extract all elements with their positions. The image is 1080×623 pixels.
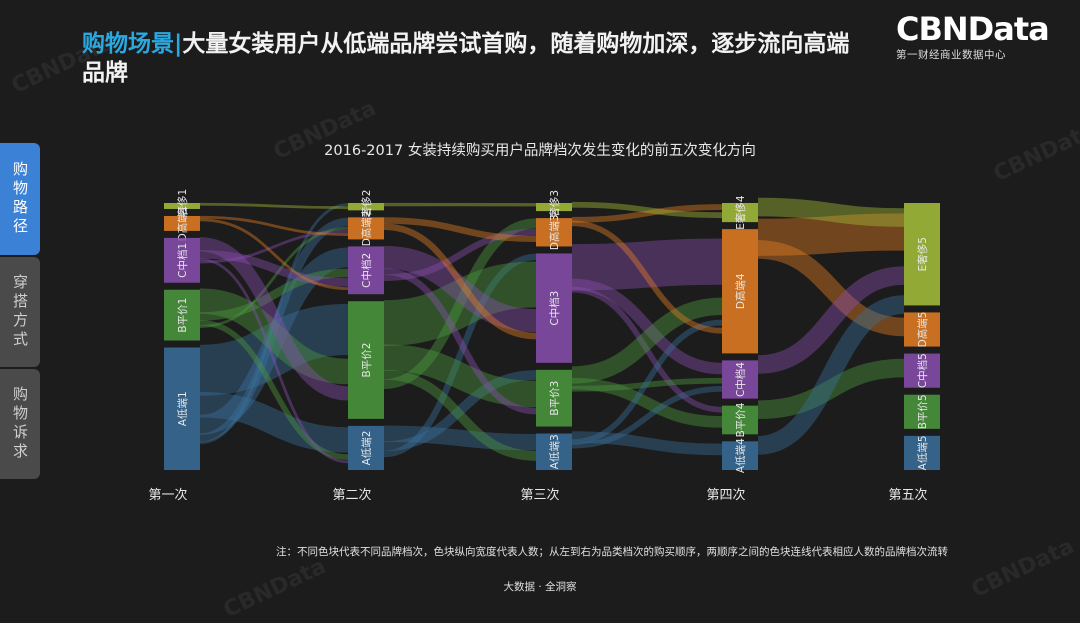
sankey-node-label-A-5: A低端5 [916,435,929,470]
sankey-link-4-E-to-E [758,207,904,217]
stage-label-1: 第一次 [148,487,187,503]
sankey-node-label-C-5: C中档5 [916,353,929,388]
sankey-node-label-C-1: C中档1 [176,243,189,278]
stage-label-5: 第五次 [888,487,927,503]
sankey-link-3-C-to-D [572,262,722,268]
sankey-node-label-A-4: A低端4 [734,438,747,473]
sankey-node-label-C-4: C中档4 [734,362,747,397]
sankey-node-label-D-2: D高端2 [360,211,373,247]
sankey-node-label-D-4: D高端4 [734,273,747,309]
sankey-node-label-A-1: A低端1 [176,391,189,426]
sankey-node-label-E-4: E奢侈4 [734,195,747,230]
sankey-node-label-E-5: E奢侈5 [916,237,929,271]
sankey-node-label-C-2: C中档2 [360,253,373,288]
sankey-node-label-C-3: C中档3 [548,291,561,326]
sankey-node-label-B-4: B平价4 [735,402,747,437]
sankey-node-label-A-2: A低端2 [360,431,373,466]
stage-label-4: 第四次 [706,487,745,503]
sankey-node-label-D-1: D高端1 [176,206,189,242]
sankey-node-label-D-5: D高端5 [916,312,929,348]
sankey-node-label-B-2: B平价2 [361,343,373,378]
sankey-node-label-B-3: B平价3 [549,381,561,416]
sankey-node-label-A-3: A低端3 [548,434,561,469]
sankey-stage-5: E奢侈5 D高端5 C中档5 B平价5 A低端5 [904,203,940,470]
sankey-link-4-D-to-E [758,232,904,237]
sankey-chart: E奢侈1D高端1C中档1B平价1A低端1第一次E奢侈2D高端2C中档2B平价2A… [0,0,1080,608]
sankey-link-1-E-to-E [200,204,348,207]
stage-label-2: 第二次 [332,487,371,503]
chart-note: 注：不同色块代表不同品牌档次，色块纵向宽度代表人数；从左到右为品类档次的购买顺序… [276,544,948,559]
stage-label-3: 第三次 [520,487,559,503]
sankey-node-label-B-1: B平价1 [177,298,189,333]
sankey-node-label-B-5: B平价5 [917,394,929,429]
sankey-node-label-D-3: D高端3 [548,214,561,250]
footer-slogan: 大数据 · 全洞察 [0,579,1080,594]
